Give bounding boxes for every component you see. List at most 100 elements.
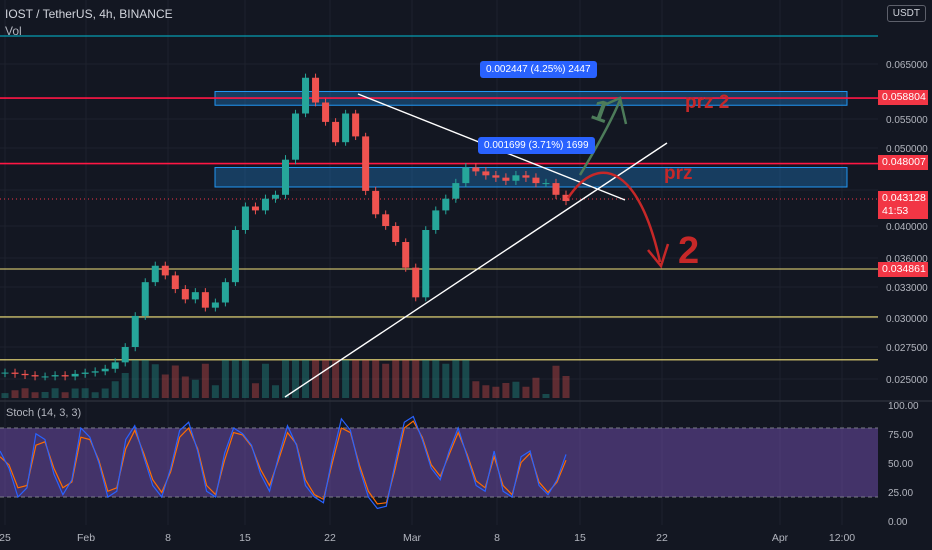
x-axis-tick: 22 [324,532,336,544]
volume-bar [261,363,269,398]
candle-body [211,302,219,308]
candle-body [462,167,470,184]
price-tag-34861: 0.034861 [878,262,928,277]
candle-body [91,371,99,373]
volume-bar [161,374,169,398]
candle-body [372,190,380,215]
symbol-title[interactable]: IOST / TetherUS, 4h, BINANCE [5,7,173,21]
candle-body [312,77,320,103]
candle-body [542,183,550,185]
y-axis-tick: 0.030000 [886,314,928,325]
candle-body [151,265,159,283]
y-axis-tick: 0.065000 [886,60,928,71]
candle-body [271,194,279,199]
volume-bar [282,360,289,398]
volume-bar [101,388,109,398]
volume-bar [211,385,219,398]
candle-body [111,362,119,369]
bullish-projection-arrow [578,99,622,176]
candle-body [522,175,530,178]
y-axis-tick: 0.033000 [886,283,928,294]
volume-bar [442,363,450,398]
bearish-projection-arrow [566,171,662,263]
volume-bar [111,381,119,398]
candle-body [201,292,209,308]
volume-bar [322,360,330,398]
candle-body [241,206,249,230]
last-price-tag: 0.043128 41:53 [878,191,928,219]
candle-body [492,175,500,178]
candle-body [292,113,300,160]
candle-body [502,177,510,181]
candle-body [302,77,310,114]
volume-bar [231,360,239,398]
volume-bar [31,392,39,398]
candle-body [282,159,289,195]
candle-body [191,292,199,300]
volume-bar [181,376,189,398]
volume-bar [372,360,380,398]
volume-bar [532,377,540,398]
stoch-axis-tick: 0.00 [888,517,908,528]
candle-body [322,102,330,122]
candle-body [422,230,430,298]
stoch-band [0,428,878,497]
candle-body [101,368,109,372]
measure-label-lower[interactable]: 0.001699 (3.71%) 1699 [478,137,595,154]
volume-bar [131,360,139,398]
candle-body [452,183,460,199]
x-axis-tick: 22 [656,532,668,544]
candle-body [51,375,59,377]
volume-bar [21,388,29,398]
candle-body [81,372,89,374]
volume-label[interactable]: Vol [5,24,22,38]
volume-bar [412,360,420,398]
candle-body [442,198,450,211]
candle-body [261,198,269,211]
volume-bar [151,364,159,398]
annotation-target-2[interactable]: 2 [678,230,700,272]
bar-countdown: 41:53 [882,205,909,217]
volume-bar [502,383,510,398]
y-axis-tick: 0.055000 [886,115,928,126]
annotation-prz[interactable]: prz [664,163,693,184]
x-axis-tick: Mar [403,532,422,544]
volume-bar [251,383,259,398]
volume-bar [462,360,470,398]
volume-bar [402,360,410,398]
volume-bar [81,388,89,398]
candle-body [392,226,400,242]
x-axis-tick: 8 [165,532,171,544]
stoch-label[interactable]: Stoch (14, 3, 3) [6,407,82,419]
candle-body [562,194,570,202]
volume-bar [392,360,400,398]
volume-bar [362,360,370,398]
y-axis-tick: 0.040000 [886,222,928,233]
currency-button[interactable]: USDT [886,5,926,22]
volume-bar [71,388,79,398]
candle-body [1,372,9,374]
candle-body [21,373,29,376]
candle-body [171,275,179,290]
x-axis-tick: 15 [239,532,251,544]
volume-bar [141,360,149,398]
volume-bar [302,360,310,398]
triangle-lower-trendline [284,142,668,398]
volume-bar [332,360,340,398]
annotation-prz-2[interactable]: prz 2 [685,92,730,113]
bearish-arrowhead [647,243,670,269]
x-axis-tick: Apr [772,532,789,544]
candle-body [482,171,490,176]
measure-label-upper[interactable]: 0.002447 (4.25%) 2447 [480,61,597,78]
candle-body [251,206,259,211]
volume-bar [61,392,69,398]
volume-bar [191,379,199,398]
x-axis-tick: 8 [494,532,500,544]
candle-body [402,242,410,268]
candle-body [141,282,149,316]
y-axis-tick: 0.025000 [886,375,928,386]
y-axis-tick: 0.036000 [886,254,928,265]
x-axis-tick: 25 [0,532,11,544]
price-tag-58804: 0.058804 [878,90,928,105]
